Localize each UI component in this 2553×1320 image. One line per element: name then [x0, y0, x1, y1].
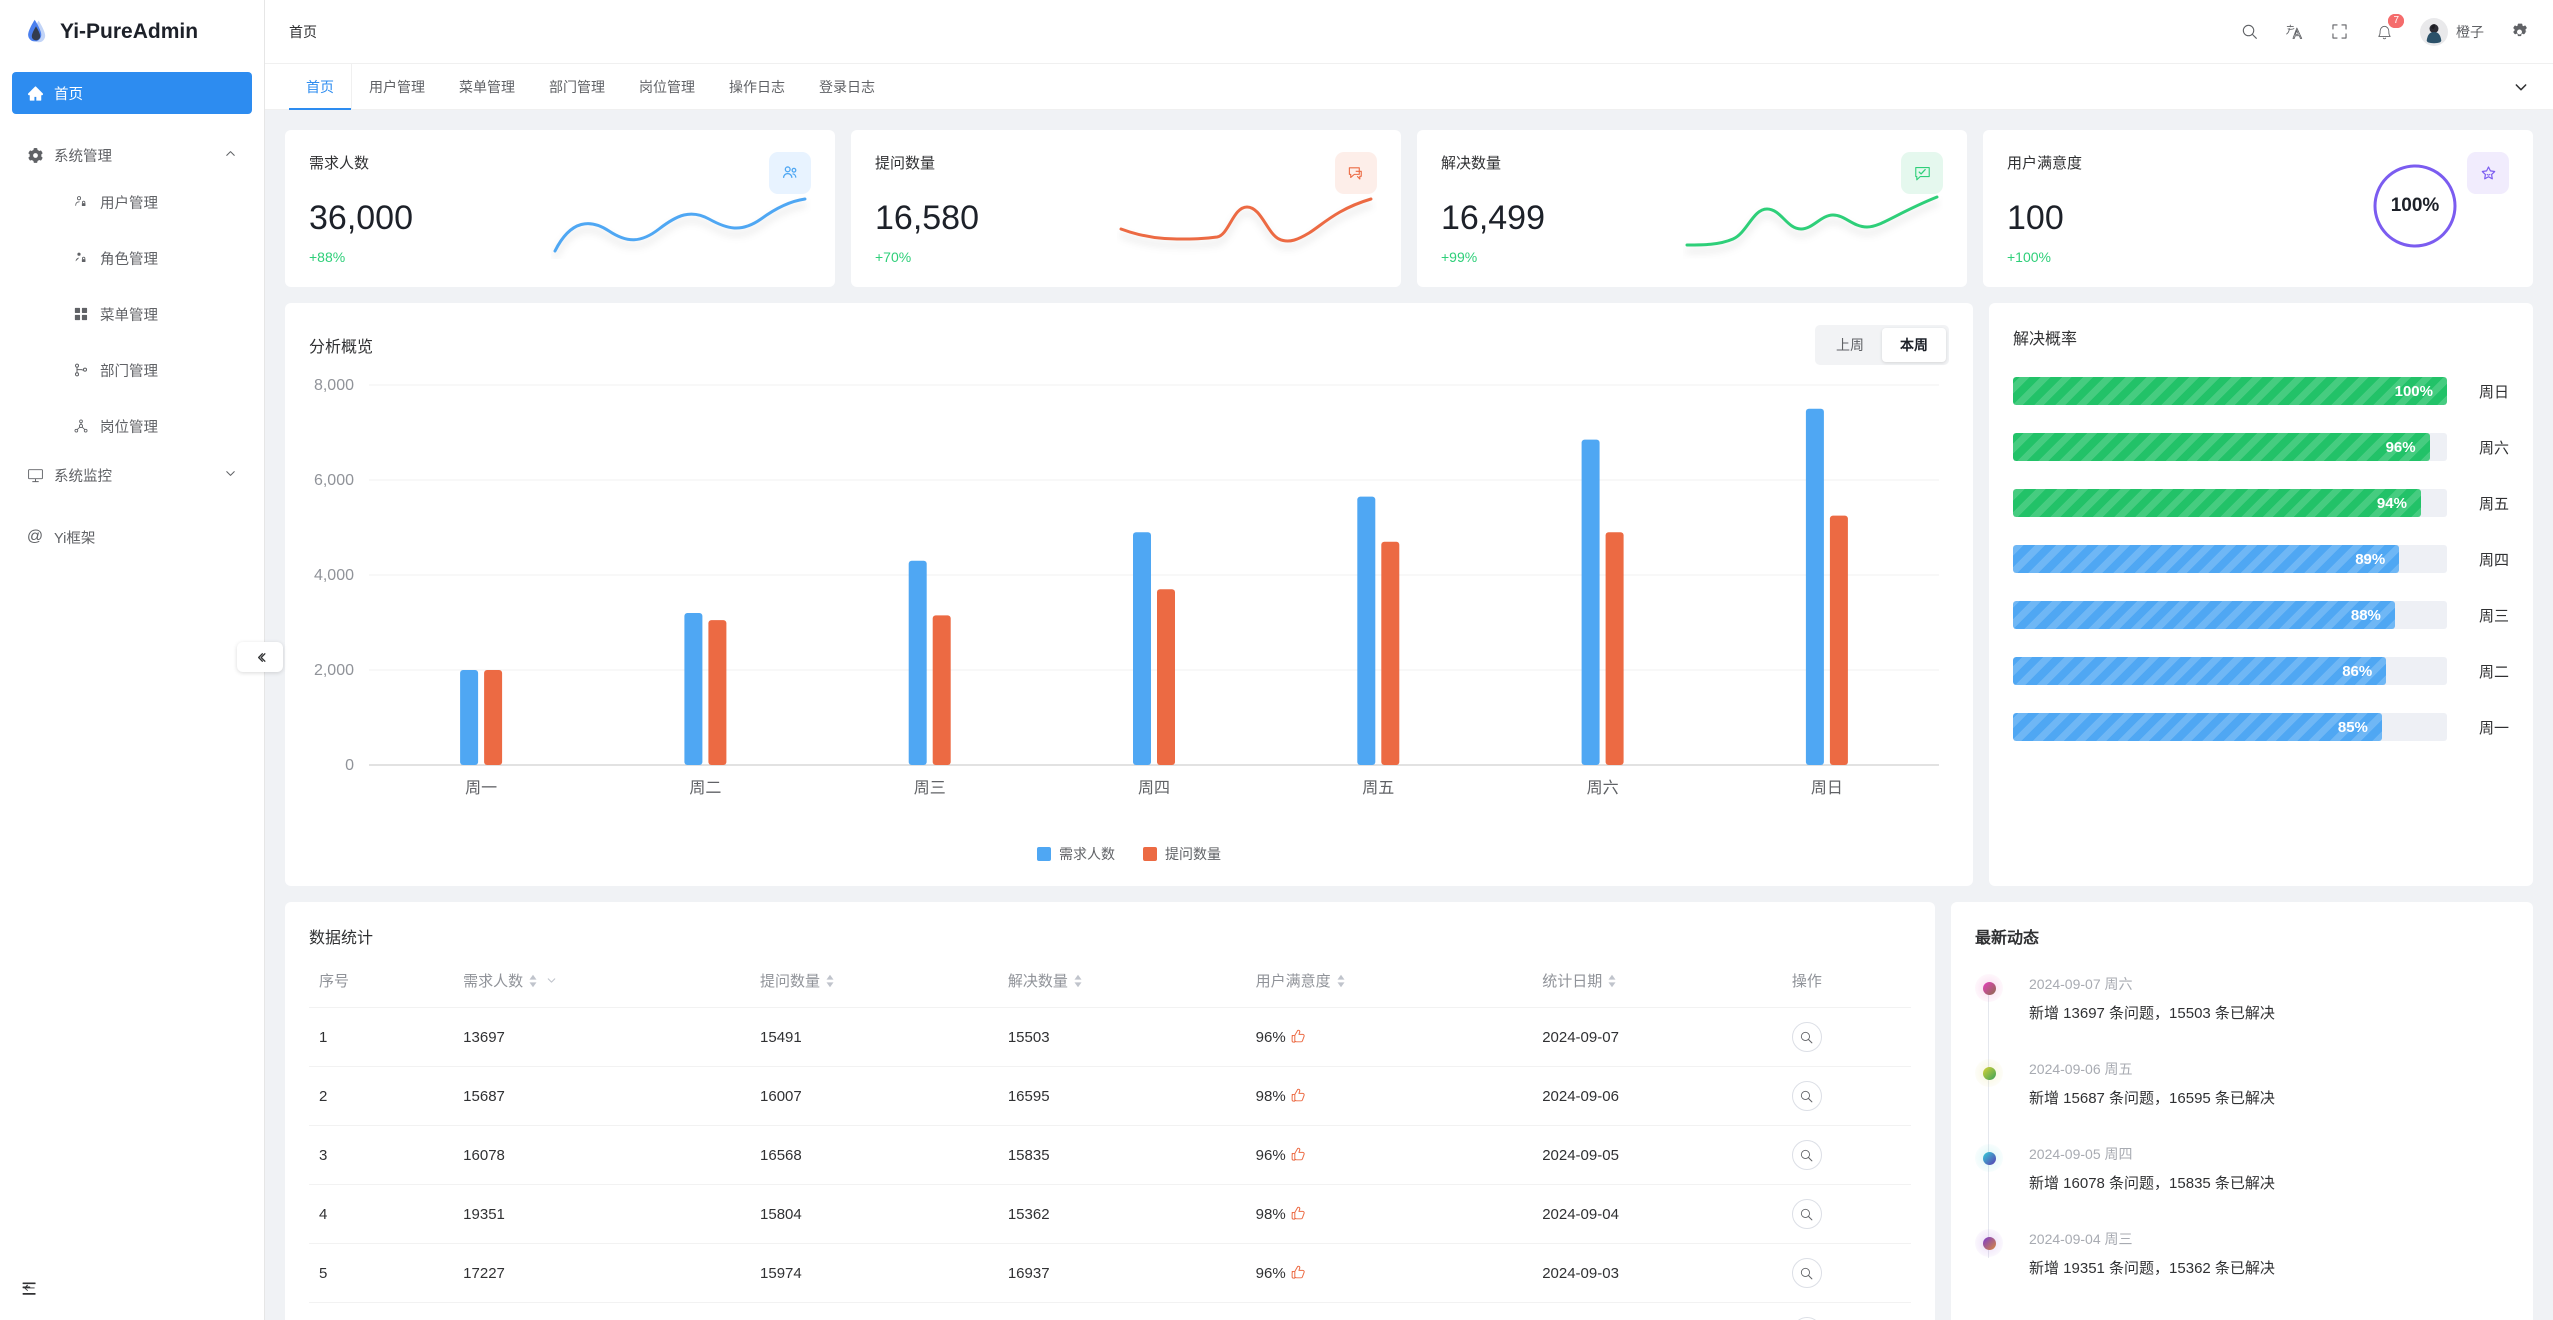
svg-text:周四: 周四 [1138, 780, 1170, 797]
svg-text:周日: 周日 [1811, 780, 1843, 797]
svg-text:0: 0 [345, 757, 354, 774]
svg-text:周一: 周一 [465, 780, 497, 797]
svg-text:8,000: 8,000 [314, 377, 354, 394]
svg-text:2,000: 2,000 [314, 662, 354, 679]
svg-text:周三: 周三 [914, 780, 946, 797]
svg-text:4,000: 4,000 [314, 567, 354, 584]
svg-text:6,000: 6,000 [314, 472, 354, 489]
svg-text:100%: 100% [2391, 195, 2440, 216]
svg-text:周六: 周六 [1587, 779, 1619, 797]
svg-text:周五: 周五 [1362, 780, 1394, 797]
svg-text:周二: 周二 [689, 780, 721, 797]
